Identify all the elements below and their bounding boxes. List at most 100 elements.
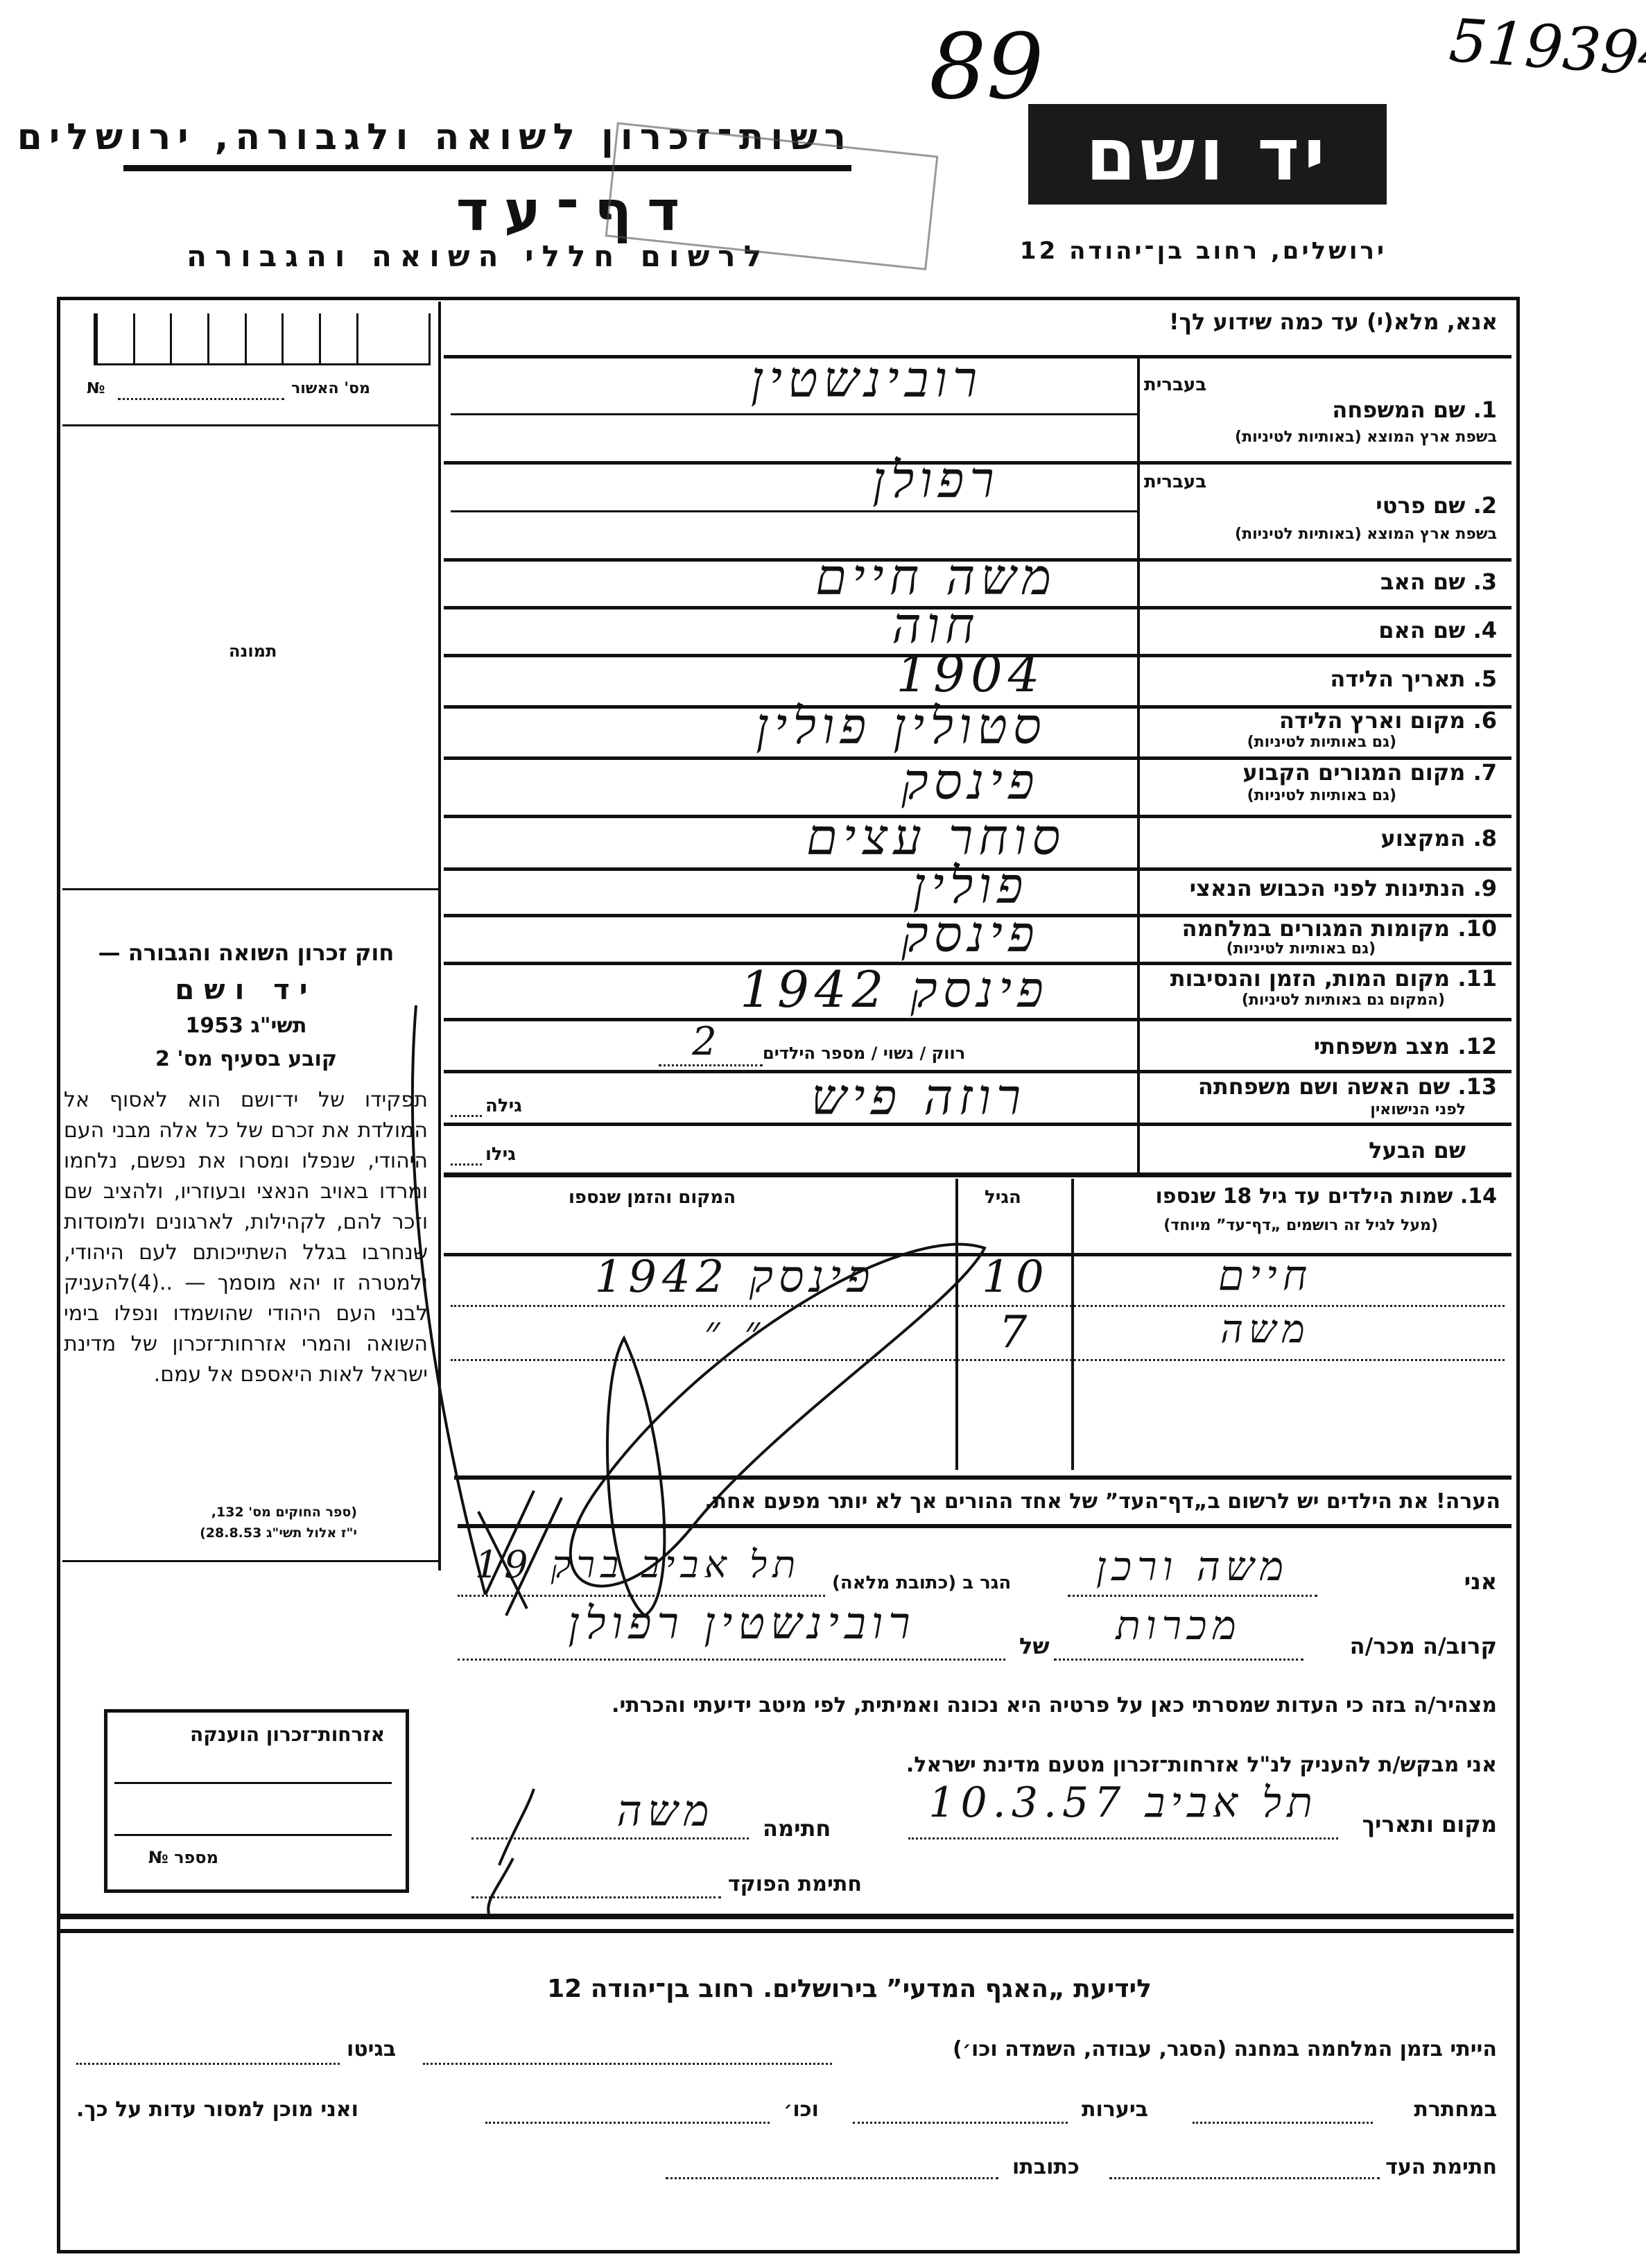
form-subtitle: לרשום חללי השואה והגבורה: [187, 239, 770, 273]
approval-number-field[interactable]: [118, 398, 284, 400]
age-header: הגיל: [985, 1187, 1021, 1208]
organization-line: רשות־זכרון לשואה ולגבורה, ירושלים: [17, 116, 853, 158]
citizenship-line: [114, 1834, 392, 1836]
child-age[interactable]: 7: [998, 1307, 1033, 1358]
bottom-line1-b: בגיטו: [347, 2037, 397, 2061]
child-age[interactable]: 10: [982, 1252, 1050, 1303]
row2-label-text: שם פרטי: [1376, 492, 1466, 519]
row4-label: 4. שם האם: [1378, 617, 1497, 643]
label-column-divider: [1137, 355, 1140, 1173]
row10-label-text: מקומות המגורים במלחמה: [1181, 915, 1450, 942]
row4-number: 4.: [1473, 617, 1497, 643]
row1-label-text: שם המשפחה: [1332, 397, 1466, 423]
forests-field[interactable]: [853, 2122, 1068, 2124]
address-line: [458, 1595, 825, 1597]
child-place[interactable]: ״ ״: [704, 1307, 766, 1356]
row3-label: 3. שם האב: [1380, 569, 1497, 595]
child-name[interactable]: חיים: [1218, 1252, 1313, 1300]
child-row-line: [451, 1359, 1505, 1361]
witness-address-field[interactable]: [666, 2177, 998, 2179]
handwritten-number-89: 89: [929, 14, 1044, 119]
row-line: [444, 962, 1511, 965]
of-value[interactable]: רובינשטין רפולן: [568, 1598, 916, 1650]
signature-line: [471, 1837, 749, 1839]
row-line: [444, 867, 1511, 871]
bottom-line2-d: ואני מוכן למסור עדות על כך.: [76, 2097, 358, 2122]
signature-value[interactable]: משה: [616, 1785, 715, 1836]
row3-number: 3.: [1473, 569, 1497, 595]
ghetto-field[interactable]: [76, 2063, 340, 2065]
first-name-value[interactable]: רפולן: [872, 451, 1000, 509]
row13-sublabel: לפני הנישואין: [1370, 1101, 1466, 1118]
bottom-line3-b: כתובתו: [1012, 2155, 1080, 2179]
children-sublabel: (מעל לגיל זה רושמים „דף־עד” מיוחד): [1163, 1217, 1438, 1234]
children-label-text: שמות הילדים עד גיל 18 שנספו: [1155, 1184, 1453, 1209]
row10-sublabel: (גם באותיות לטיניות): [1226, 940, 1376, 958]
row-line: [444, 1070, 1511, 1073]
place-date-value[interactable]: תל אביב 10.3.57: [928, 1778, 1318, 1827]
death-place-value[interactable]: פינסק 1942: [740, 960, 1049, 1019]
place-date-line: [908, 1837, 1338, 1839]
husband-age-field[interactable]: [451, 1163, 482, 1166]
statement: מצהיר/ה בזה כי העדות שמסרתי כאן על פרטיה…: [612, 1693, 1497, 1717]
father-name-value[interactable]: משה חיים: [815, 548, 1057, 606]
row-line: [444, 1123, 1511, 1126]
row6-sublabel: (גם באותיות לטיניות): [1247, 734, 1396, 751]
wartime-residence-value[interactable]: פינסק: [901, 905, 1040, 963]
row13-label: 13. שם האשה ושם משפחתה: [1198, 1073, 1497, 1100]
husband-age-label: גילו: [485, 1144, 516, 1165]
birth-date-value[interactable]: 1904: [896, 645, 1046, 703]
bottom-line3-a: חתימת העד: [1385, 2155, 1497, 2179]
pen-stroke: [569, 1243, 987, 1588]
profession-value[interactable]: סוחר עצים: [806, 808, 1066, 866]
family-name-value[interactable]: רובינשטין: [750, 350, 983, 408]
row-line: [444, 1172, 1511, 1177]
children-count-value[interactable]: 2: [692, 1019, 722, 1064]
note-rule-top: [454, 1475, 1511, 1480]
residence-value[interactable]: פינסק: [901, 752, 1040, 811]
age-column-divider: [955, 1179, 958, 1470]
husband-label: שם הבעל: [1369, 1137, 1466, 1163]
birth-place-value[interactable]: סטולין פולין: [756, 697, 1047, 755]
child-name[interactable]: משה: [1220, 1307, 1310, 1352]
officer-signature-line[interactable]: [471, 1896, 721, 1898]
instruction-rule: [444, 355, 1511, 358]
nationality-value[interactable]: פולין: [912, 856, 1029, 915]
photo-rule: [62, 888, 438, 890]
row1-latin-label: בשפת ארץ המוצא (באותיות לטיניות): [1235, 429, 1497, 446]
other-field[interactable]: [485, 2122, 770, 2124]
row1-label: 1. שם המשפחה: [1332, 397, 1497, 423]
camp-field[interactable]: [423, 2063, 832, 2065]
row-line: [444, 815, 1511, 818]
row11-label: 11. מקום המות, הזמן והנסיבות: [1170, 965, 1497, 992]
child-place[interactable]: פינסק 1942: [594, 1252, 876, 1303]
address: ירושלים, רחוב בן־יהודה 12: [1019, 237, 1387, 265]
declaration-i-label: אני: [1464, 1568, 1497, 1595]
instruction: אנא, מלא(י) עד כמה שידוע לך!: [1168, 309, 1498, 335]
row-line: [444, 654, 1511, 657]
row2-latin-label: בשפת ארץ המוצא (באותיות לטיניות): [1235, 526, 1497, 543]
law-year: תשי"ג 1953: [185, 1014, 307, 1038]
mother-name-value[interactable]: חוה: [892, 596, 980, 655]
witness-signature-field[interactable]: [1109, 2177, 1380, 2179]
row-line: [451, 413, 1137, 415]
relation-value[interactable]: מכרות: [1116, 1602, 1242, 1649]
declarant-name[interactable]: משה ורכן: [1095, 1543, 1290, 1590]
row6-label-text: מקום וארץ הלידה: [1279, 707, 1466, 734]
underground-field[interactable]: [1193, 2122, 1373, 2124]
row12-label: 12. מצב משפחתי: [1314, 1033, 1497, 1059]
row11-label-text: מקום המות, הזמן והנסיבות: [1170, 965, 1450, 992]
of-label: של: [1019, 1633, 1050, 1659]
wife-name-value[interactable]: רוזה פיש: [811, 1068, 1027, 1126]
citizenship-box: [104, 1709, 409, 1893]
row8-number: 8.: [1473, 825, 1497, 851]
relation-line: [1054, 1659, 1303, 1661]
wife-age-field[interactable]: [451, 1115, 482, 1117]
row11-number: 11.: [1457, 965, 1497, 992]
bottom-line1-a: הייתי בזמן המלחמה במחנה (הסגר, עבודה, הש…: [953, 2037, 1497, 2061]
note: הערה! את הילדים יש לרשום ב„דף־העד” של אח…: [704, 1489, 1500, 1514]
row10-number: 10.: [1457, 915, 1497, 942]
row12-number: 12.: [1457, 1033, 1497, 1059]
row10-label: 10. מקומות המגורים במלחמה: [1182, 915, 1497, 942]
row5-label-text: תאריך הלידה: [1330, 666, 1466, 692]
